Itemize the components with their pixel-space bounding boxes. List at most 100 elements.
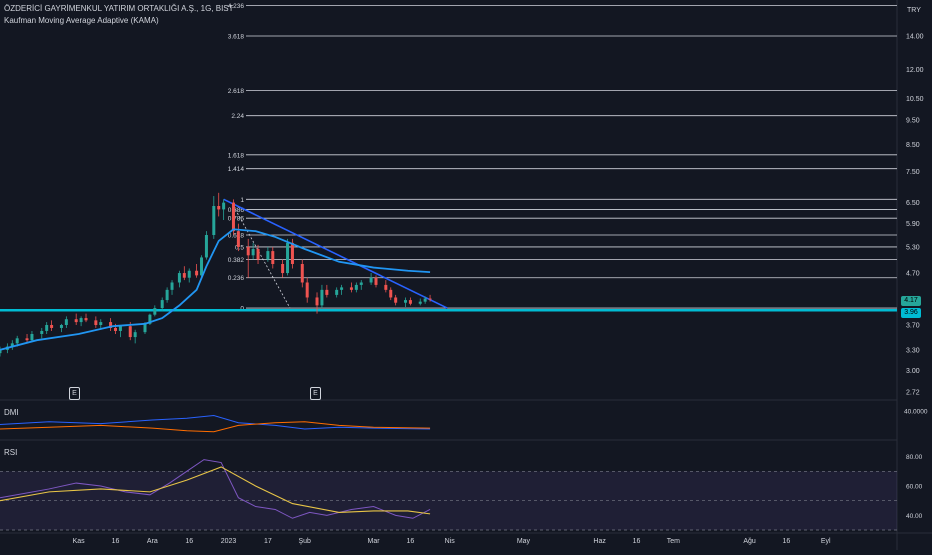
candle-body [222, 202, 226, 210]
candle-body [133, 332, 137, 338]
dashed-projection-line [233, 205, 291, 309]
time-axis-tick: 17 [264, 538, 272, 545]
time-axis-tick: 16 [407, 538, 415, 545]
candle-body [204, 234, 208, 258]
candle-body [170, 282, 174, 290]
earnings-marker[interactable]: E [310, 387, 321, 400]
candle-body [359, 282, 363, 285]
fib-level-label: 1 [240, 197, 244, 204]
time-axis-tick: Haz [593, 538, 606, 545]
candle [418, 298, 422, 306]
candle [170, 280, 174, 295]
candle [177, 270, 181, 288]
candle-body [64, 319, 68, 325]
candle-body [300, 263, 304, 283]
candle [305, 277, 309, 303]
candle-body [128, 326, 132, 338]
candle [217, 192, 221, 217]
candle-body [369, 277, 373, 283]
candle-body [403, 300, 407, 303]
candle [160, 297, 164, 311]
rsi-pane-label[interactable]: RSI [4, 448, 18, 457]
rsi-line [0, 459, 431, 519]
indicator-legend[interactable]: Kaufman Moving Average Adaptive (KAMA) [4, 16, 159, 25]
candle-body [45, 325, 49, 331]
candle-body [195, 270, 199, 276]
candle-body [389, 289, 393, 298]
rsi-axis-tick: 60.00 [906, 484, 923, 491]
candle-body [217, 205, 221, 210]
fib-level-label: 0.618 [228, 232, 245, 239]
candle [109, 318, 113, 331]
price-axis-tick: 5.30 [906, 244, 920, 251]
candle [133, 329, 137, 344]
candle [182, 266, 186, 281]
candle-body [182, 273, 186, 278]
candle [45, 322, 49, 334]
candle-body [394, 297, 398, 303]
candle-body [325, 289, 329, 295]
time-axis-tick: 16 [783, 538, 791, 545]
candle [40, 327, 44, 339]
dmi-pane-label[interactable]: DMI [4, 408, 19, 417]
candle-body [384, 284, 388, 290]
candle [222, 199, 226, 221]
candle-body [94, 320, 98, 325]
candle-body [200, 257, 204, 276]
time-axis-tick: May [517, 538, 531, 545]
price-axis-tick: 9.50 [906, 118, 920, 125]
candle [153, 305, 157, 317]
candle-body [305, 282, 309, 298]
time-axis-tick: Şub [298, 538, 311, 545]
candle [236, 223, 240, 252]
time-axis-tick: Nis [445, 538, 456, 545]
fib-level-label: 0.382 [228, 257, 245, 264]
trendline [223, 198, 448, 309]
candle [281, 259, 285, 278]
candle-body [143, 323, 147, 333]
kama-line [0, 228, 431, 351]
candle-body [408, 300, 412, 304]
rsi-ma-line [0, 466, 431, 515]
candle [84, 313, 88, 323]
candle-body [59, 325, 63, 328]
candle [74, 313, 78, 325]
candle-body [374, 277, 378, 285]
rsi-band [0, 471, 897, 530]
candle [428, 294, 432, 302]
candle-body [25, 338, 29, 341]
candle [423, 296, 427, 304]
price-axis-tick: 12.00 [906, 67, 924, 74]
price-axis-tick: 3.30 [906, 347, 920, 354]
candle [369, 273, 373, 285]
candle [394, 294, 398, 306]
earnings-marker[interactable]: E [69, 387, 80, 400]
candle [59, 323, 63, 333]
symbol-title: ÖZDERİCİ GAYRİMENKUL YATIRIM ORTAKLIĞI A… [4, 4, 234, 13]
price-axis-tick: 8.50 [906, 142, 920, 149]
rsi-axis-tick: 80.00 [906, 454, 923, 461]
currency-label: TRY [907, 7, 921, 14]
candle-body [50, 325, 54, 328]
fib-level-label: 4.236 [228, 3, 245, 10]
candle-body [118, 326, 122, 331]
candle [0, 346, 2, 357]
candle-body [40, 330, 44, 334]
candle-body [315, 297, 319, 306]
candle [165, 287, 169, 303]
time-axis-tick: Kas [73, 538, 86, 545]
candle-body [187, 270, 191, 278]
candle-body [428, 298, 432, 300]
fib-level-label: 0.5 [235, 244, 244, 251]
last-price-tag: 4.17 [901, 296, 921, 306]
candle-body [271, 251, 275, 264]
fib-level-label: 1.414 [228, 166, 245, 173]
candle [300, 259, 304, 288]
candle-body [15, 338, 19, 344]
candle-body [231, 202, 235, 232]
fib-level-label: 3.618 [228, 34, 245, 41]
candle-body [354, 284, 358, 290]
candle-body [84, 318, 88, 321]
candle-body [153, 308, 157, 315]
